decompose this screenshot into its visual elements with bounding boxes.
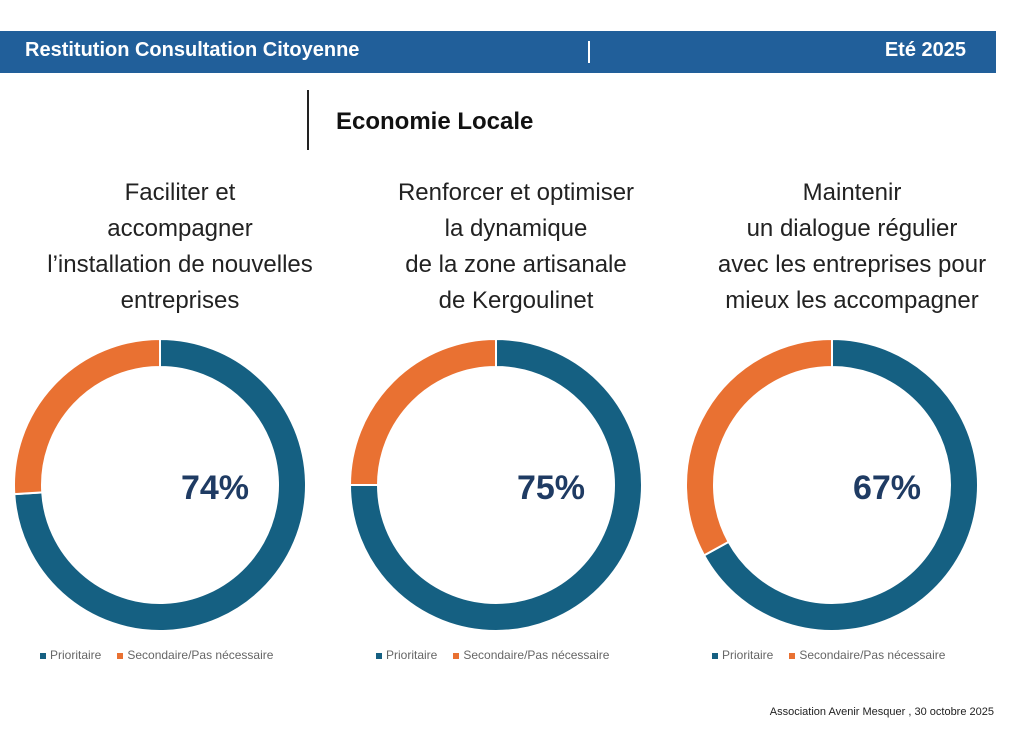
chart-title-line: avec les entreprises pour	[717, 251, 987, 278]
donut-svg: 67%	[685, 337, 979, 632]
footer-credit: Association Avenir Mesquer , 30 octobre …	[769, 706, 994, 718]
chart-title-line: Renforcer et optimiser	[397, 179, 635, 206]
legend-swatch	[117, 652, 124, 659]
chart-title: Renforcer et optimiser la dynamique de la …	[346, 175, 686, 319]
data-label-percent: 74%	[181, 469, 249, 507]
legend-swatch	[789, 652, 796, 659]
legend-label: Prioritaire	[722, 648, 774, 662]
chart-title-line: entreprises	[120, 287, 240, 314]
chart-title-line: mieux les accompagner	[725, 287, 979, 314]
donut-svg: 74%	[13, 337, 307, 632]
data-label-percent: 75%	[517, 469, 585, 507]
chart-title-line: la dynamique	[444, 215, 588, 242]
legend-item-secondaire: Secondaire/Pas nécessaire	[117, 648, 273, 662]
report-period: Eté 2025	[884, 39, 966, 61]
donut-slice-prioritaire	[348, 337, 643, 632]
donut-chart-installation: Faciliter et accompagner l’installation de…	[10, 175, 350, 675]
section-divider	[307, 90, 309, 150]
legend-item-prioritaire: Prioritaire	[712, 648, 773, 662]
chart-title-line: Maintenir	[802, 179, 902, 206]
donut-slice-prioritaire	[702, 337, 979, 632]
legend-label: Prioritaire	[386, 648, 438, 662]
donut-slice-secondaire	[685, 337, 833, 557]
chart-title: Faciliter et accompagner l’installation de…	[10, 175, 350, 319]
chart-title-line: accompagner	[107, 215, 253, 242]
donut-chart-zone-artisanale: Renforcer et optimiser la dynamique de la …	[346, 175, 686, 675]
legend-label: Secondaire/Pas nécessaire	[463, 648, 610, 662]
legend-swatch	[712, 652, 718, 659]
legend-item-secondaire: Secondaire/Pas nécessaire	[789, 648, 945, 662]
donut-svg: 75%	[348, 337, 643, 632]
chart-legend: Prioritaire Secondaire/Pas nécessaire	[40, 648, 289, 662]
legend-label: Prioritaire	[50, 648, 102, 662]
chart-title: Maintenir un dialogue régulier avec les en…	[682, 175, 1022, 319]
chart-title-line: l’installation de nouvelles	[47, 251, 313, 278]
donut-slice-secondaire	[13, 337, 161, 496]
legend-swatch	[453, 652, 460, 659]
legend-item-secondaire: Secondaire/Pas nécessaire	[453, 648, 609, 662]
report-title: Restitution Consultation Citoyenne	[25, 39, 360, 61]
donut-slice-secondaire	[348, 337, 497, 486]
legend-swatch	[40, 652, 46, 659]
donut-slice-prioritaire	[13, 337, 307, 632]
chart-title-line: Faciliter et	[124, 179, 236, 206]
chart-legend: Prioritaire Secondaire/Pas nécessaire	[712, 648, 961, 662]
header-separator	[588, 41, 590, 63]
chart-title-line: un dialogue régulier	[746, 215, 958, 242]
legend-item-prioritaire: Prioritaire	[376, 648, 437, 662]
chart-title-line: de Kergoulinet	[438, 287, 594, 314]
header-banner: Restitution Consultation Citoyenne Eté 2…	[0, 31, 996, 73]
data-label-percent: 67%	[853, 469, 921, 507]
chart-title-line: de la zone artisanale	[405, 251, 627, 278]
legend-label: Secondaire/Pas nécessaire	[799, 648, 946, 662]
section-title: Economie Locale	[336, 108, 534, 135]
chart-legend: Prioritaire Secondaire/Pas nécessaire	[376, 648, 625, 662]
legend-swatch	[376, 652, 382, 659]
donut-chart-dialogue: Maintenir un dialogue régulier avec les en…	[682, 175, 1022, 675]
legend-label: Secondaire/Pas nécessaire	[127, 648, 274, 662]
legend-item-prioritaire: Prioritaire	[40, 648, 101, 662]
